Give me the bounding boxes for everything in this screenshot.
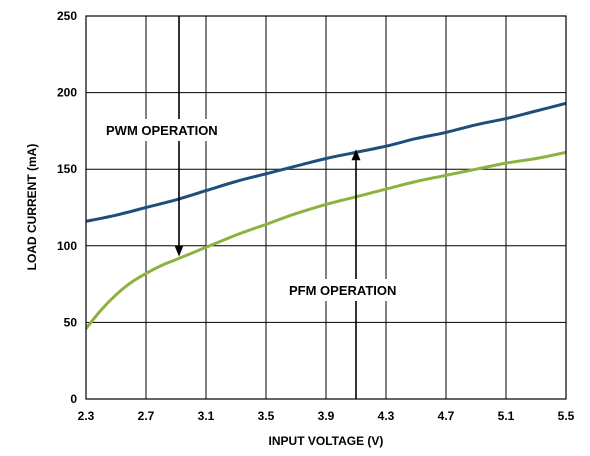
- x-tick-label: 4.7: [438, 409, 455, 423]
- pfm-label-bg: [284, 279, 429, 301]
- pwm-operation-label: PWM OPERATION: [106, 123, 218, 138]
- y-tick-label: 0: [70, 392, 77, 406]
- y-tick-label: 150: [57, 162, 77, 176]
- arrows-layer: [174, 16, 361, 399]
- y-tick-label: 200: [57, 86, 77, 100]
- pwm-arrow-head: [174, 245, 184, 257]
- x-tick-label: 4.3: [378, 409, 395, 423]
- y-tick-labels: 0 50 100 150 200 250: [57, 9, 77, 406]
- x-tick-label: 2.7: [138, 409, 155, 423]
- plot-frame: [85, 15, 567, 400]
- y-tick-label: 100: [57, 239, 77, 253]
- x-tick-label: 3.9: [318, 409, 335, 423]
- pfm-arrow-head: [351, 149, 361, 161]
- x-tick-label: 2.3: [78, 409, 95, 423]
- pfm-boundary-line: [86, 150, 566, 330]
- pwm-label-bg: [100, 119, 250, 141]
- x-axis-label: INPUT VOLTAGE (V): [269, 434, 384, 448]
- x-tick-labels: 2.3 2.7 3.1 3.5 3.9 4.3 4.7 5.1 5.5: [78, 409, 575, 423]
- x-tick-label: 5.5: [558, 409, 575, 423]
- y-tick-label: 250: [57, 9, 77, 23]
- series-layer: [86, 101, 566, 330]
- grid: [86, 16, 566, 399]
- y-tick-label: 50: [64, 315, 78, 329]
- pwm-boundary-line: [86, 101, 566, 223]
- pfm-operation-label: PFM OPERATION: [289, 283, 396, 298]
- x-tick-label: 3.5: [258, 409, 275, 423]
- x-tick-label: 5.1: [498, 409, 515, 423]
- y-axis-label: LOAD CURRENT (mA): [25, 144, 39, 271]
- x-tick-label: 3.1: [198, 409, 215, 423]
